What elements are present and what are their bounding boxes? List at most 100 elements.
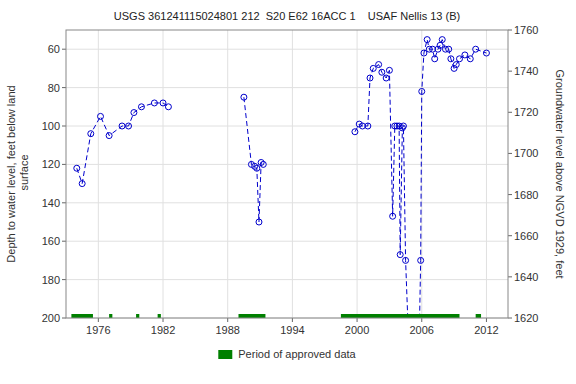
grid-line-x: [486, 30, 487, 318]
tick-y2: [508, 71, 512, 72]
series-marker: [106, 133, 112, 139]
grid-line-x: [357, 30, 358, 318]
series-marker: [453, 62, 459, 68]
tick-y2: [508, 194, 512, 195]
tick-label-x: 1976: [86, 324, 110, 336]
axes: 1976198219881994200020062012608010012014…: [42, 24, 539, 336]
tick-y2: [508, 276, 512, 277]
tick-label-y2: 1740: [514, 65, 538, 77]
grid-line-y: [66, 49, 508, 50]
series-marker: [397, 252, 403, 258]
tick-x: [163, 318, 164, 322]
series-line: [355, 40, 487, 318]
series-marker: [370, 65, 376, 71]
series-marker: [390, 213, 396, 219]
tick-y2: [508, 153, 512, 154]
tick-label-y2: 1680: [514, 189, 538, 201]
legend-swatch: [218, 350, 232, 359]
series-line: [77, 103, 169, 184]
approved-bar: [341, 314, 460, 318]
title: USGS 361241115024801 212 S20 E62 16ACC 1…: [114, 10, 460, 22]
grid-line-y: [66, 202, 508, 203]
tick-label-x: 1988: [215, 324, 239, 336]
tick-label-y: 80: [48, 82, 60, 94]
tick-label-y: 120: [42, 158, 60, 170]
data: [71, 37, 489, 318]
series-marker: [254, 165, 260, 171]
y-axis-label: Depth to water level, feet below land su…: [5, 85, 30, 262]
series-marker: [97, 113, 103, 119]
tick-x: [227, 318, 228, 322]
tick-x: [357, 318, 358, 322]
series-marker: [432, 56, 438, 62]
approved-bar: [71, 314, 93, 318]
plot-area: [66, 30, 508, 318]
series-marker: [462, 52, 468, 58]
series-marker: [473, 46, 479, 52]
tick-y: [62, 279, 66, 280]
grid-line-x: [227, 30, 228, 318]
grid-line-y: [66, 241, 508, 242]
series-marker: [126, 123, 132, 129]
tick-label-x: 2000: [345, 324, 369, 336]
tick-y: [62, 87, 66, 88]
series-marker: [446, 46, 452, 52]
tick-label-x: 2006: [410, 324, 434, 336]
series-marker: [260, 161, 266, 167]
tick-x: [98, 318, 99, 322]
series-marker: [403, 257, 409, 263]
tick-label-x: 1994: [280, 324, 304, 336]
tick-y2: [508, 318, 512, 319]
approved-bar: [158, 314, 161, 318]
tick-label-y2: 1620: [514, 312, 538, 324]
grid-line-y: [66, 126, 508, 127]
tick-label-y2: 1720: [514, 106, 538, 118]
series-marker: [241, 94, 247, 100]
tick-y: [62, 49, 66, 50]
tick-label-x: 2012: [474, 324, 498, 336]
series-marker: [352, 129, 358, 135]
tick-label-y2: 1760: [514, 24, 538, 36]
series-marker: [383, 75, 389, 81]
tick-y2: [508, 112, 512, 113]
series-marker: [365, 123, 371, 129]
tick-y: [62, 126, 66, 127]
tick-label-y: 180: [42, 274, 60, 286]
series-marker: [376, 62, 382, 68]
grid-line-x: [163, 30, 164, 318]
tick-x: [421, 318, 422, 322]
series-marker: [256, 219, 262, 225]
grid: [66, 30, 508, 318]
tick-y2: [508, 30, 512, 31]
series-marker: [88, 131, 94, 137]
series-marker: [160, 100, 166, 106]
grid-line-y: [66, 164, 508, 165]
tick-y: [62, 202, 66, 203]
series-marker: [165, 104, 171, 110]
approved-bar: [109, 314, 112, 318]
series-marker: [448, 56, 454, 62]
tick-y: [62, 241, 66, 242]
series-marker: [367, 75, 373, 81]
approved-bar: [476, 314, 481, 318]
tick-label-y: 160: [42, 235, 60, 247]
series-marker: [437, 42, 443, 48]
tick-y: [62, 318, 66, 319]
series-marker: [467, 56, 473, 62]
tick-label-y: 140: [42, 197, 60, 209]
tick-label-x: 1982: [151, 324, 175, 336]
tick-x: [292, 318, 293, 322]
series-marker: [74, 165, 80, 171]
series-marker: [421, 50, 427, 56]
plot-frame: [66, 30, 508, 318]
series-marker: [131, 110, 137, 116]
grid-line-y: [66, 87, 508, 88]
tick-label-y: 200: [42, 312, 60, 324]
series-marker: [439, 37, 445, 43]
series-marker: [151, 100, 157, 106]
tick-x: [486, 318, 487, 322]
series-marker: [379, 69, 385, 75]
series-line: [244, 97, 263, 222]
tick-label-y2: 1660: [514, 230, 538, 242]
tick-label-y2: 1640: [514, 271, 538, 283]
